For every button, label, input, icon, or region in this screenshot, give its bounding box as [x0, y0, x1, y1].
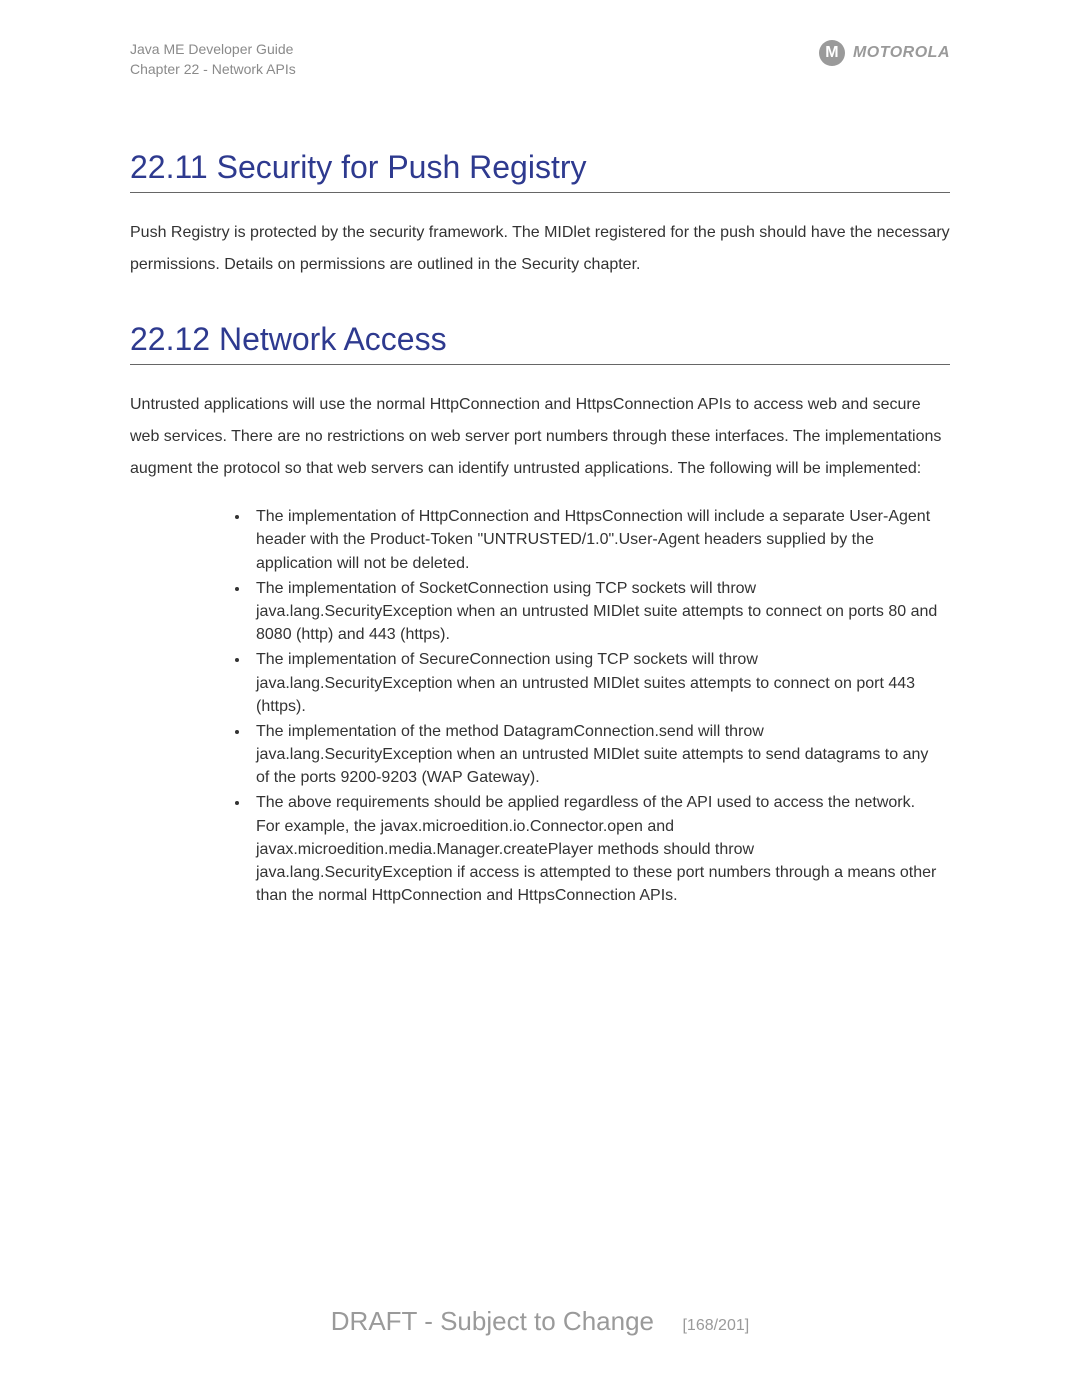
list-item: The implementation of the method Datagra… — [250, 720, 940, 790]
page-footer: DRAFT - Subject to Change [168/201] — [0, 1306, 1080, 1337]
document-page: Java ME Developer Guide Chapter 22 - Net… — [0, 0, 1080, 907]
section-heading-security: 22.11 Security for Push Registry — [130, 149, 950, 193]
list-item: The implementation of HttpConnection and… — [250, 505, 940, 575]
brand-name: MOTOROLA — [853, 44, 950, 62]
section-heading-network: 22.12 Network Access — [130, 321, 950, 365]
motorola-logo-icon: M — [819, 40, 845, 66]
page-header: Java ME Developer Guide Chapter 22 - Net… — [130, 40, 950, 79]
footer-status: DRAFT - Subject to Change — [331, 1306, 654, 1336]
header-left-block: Java ME Developer Guide Chapter 22 - Net… — [130, 40, 296, 79]
list-item: The implementation of SocketConnection u… — [250, 577, 940, 647]
list-item: The above requirements should be applied… — [250, 791, 940, 907]
logo-letter: M — [825, 44, 838, 62]
footer-page-number: [168/201] — [682, 1317, 749, 1334]
network-bullet-list: The implementation of HttpConnection and… — [130, 505, 950, 907]
list-item: The implementation of SecureConnection u… — [250, 648, 940, 718]
header-brand: M MOTOROLA — [819, 40, 950, 66]
header-title-line1: Java ME Developer Guide — [130, 40, 296, 60]
header-title-line2: Chapter 22 - Network APIs — [130, 60, 296, 80]
section-body-network: Untrusted applications will use the norm… — [130, 389, 950, 485]
section-body-security: Push Registry is protected by the securi… — [130, 217, 950, 281]
